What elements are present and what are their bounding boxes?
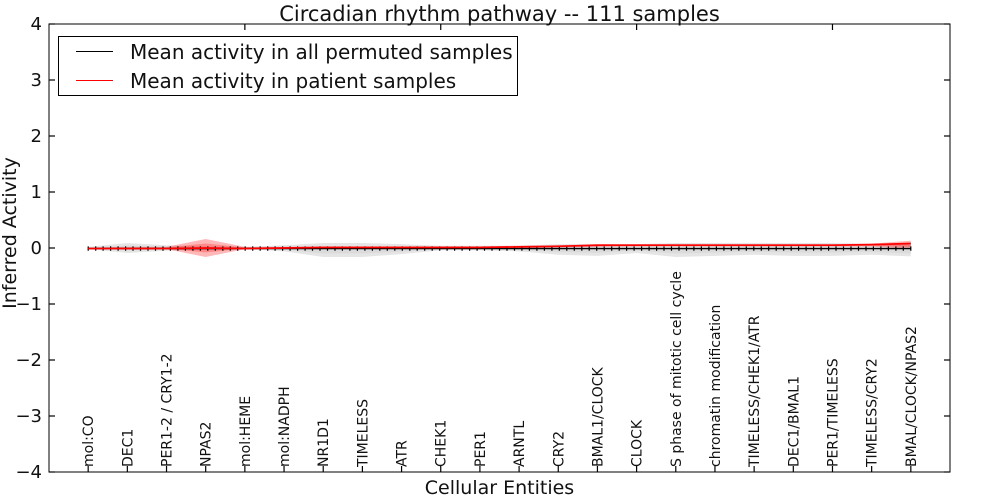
x-tick-label: BMAL/CLOCK/NPAS2 [904, 326, 920, 467]
x-tick-label: ARNTL [512, 421, 528, 467]
y-tick-label: −3 [15, 406, 42, 427]
y-tick-label: 4 [31, 14, 42, 35]
x-tick-label: PER1 [473, 431, 489, 467]
y-tick-label: −2 [15, 350, 42, 371]
x-tick-label: PER1/TIMELESS [825, 358, 841, 467]
x-axis-label: Cellular Entities [424, 477, 575, 499]
x-tick-label: CLOCK [630, 419, 646, 467]
x-tick-label: S phase of mitotic cell cycle [669, 271, 685, 467]
legend-entry-permuted: Mean activity in all permuted samples [76, 39, 517, 65]
x-tick-label: mol:NADPH [277, 386, 293, 467]
y-tick-label: −4 [15, 462, 42, 483]
y-tick-label: −1 [15, 294, 42, 315]
x-tick-label: PER1-2 / CRY1-2 [160, 353, 176, 467]
legend-label: Mean activity in all permuted samples [130, 39, 513, 64]
patient-mean-line [88, 242, 911, 250]
x-tick-label: ATR [395, 440, 411, 467]
x-tick-label: BMAL1/CLOCK [590, 366, 606, 467]
x-tick-label: NR1D1 [316, 418, 332, 467]
x-tick-label: TIMELESS [355, 399, 371, 468]
y-tick-label: 0 [31, 238, 42, 259]
y-tick-label: 1 [31, 182, 42, 203]
legend: Mean activity in all permuted samples Me… [58, 36, 518, 96]
x-tick-label: CHEK1 [434, 420, 450, 467]
x-tick-label: chromatin modification [708, 305, 724, 467]
x-tick-label: DEC1/BMAL1 [786, 376, 802, 467]
legend-entry-patient: Mean activity in patient samples [76, 68, 517, 94]
x-tick-label: DEC1 [120, 429, 136, 467]
x-tick-label: mol:CO [81, 415, 97, 467]
legend-line-sample-black [76, 51, 113, 52]
y-tick-label: 2 [31, 126, 42, 147]
chart-title: Circadian rhythm pathway -- 111 samples [279, 2, 720, 26]
x-tick-label: mol:HEME [238, 396, 254, 467]
y-axis-label: Inferred Activity [0, 157, 21, 309]
legend-label: Mean activity in patient samples [130, 68, 457, 93]
x-tick-label: NPAS2 [199, 422, 215, 467]
x-tick-label: TIMELESS/CHEK1/ATR [747, 315, 763, 468]
x-tick-label: TIMELESS/CRY2 [865, 358, 881, 468]
x-tick-label: CRY2 [551, 431, 567, 467]
y-tick-label: 3 [31, 70, 42, 91]
legend-line-sample-red [76, 80, 113, 81]
